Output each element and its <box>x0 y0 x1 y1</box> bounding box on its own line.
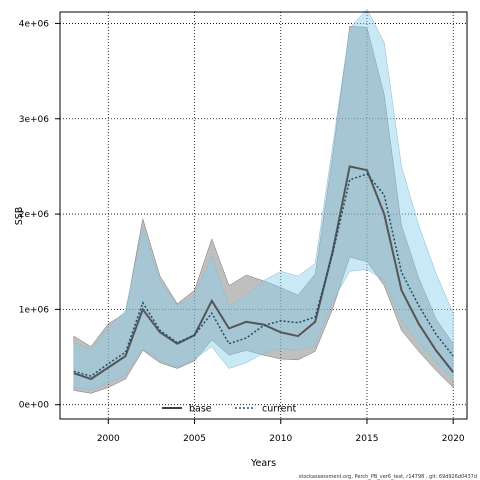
x-tick-label: 2000 <box>97 434 120 444</box>
x-axis-title: Years <box>250 458 276 469</box>
legend-label-base: base <box>189 404 212 415</box>
band-current <box>73 8 454 390</box>
y-axis: 0e+00 1e+06 2e+06 3e+06 4e+06 <box>19 19 60 411</box>
y-axis-title: SSB <box>14 207 25 226</box>
x-tick-label: 2010 <box>269 434 292 444</box>
series-line-base <box>73 165 454 381</box>
footer-credit: stockassessment.org, Perch_PB_ver6_test,… <box>299 474 477 480</box>
legend-label-current: current <box>262 404 297 415</box>
x-tick-label: 2005 <box>183 434 206 444</box>
y-tick-label: 1e+06 <box>19 305 50 315</box>
series-line-current <box>73 173 454 377</box>
x-axis: 2000 2005 2010 2015 2020 <box>97 419 465 444</box>
x-tick-label: 2020 <box>442 434 465 444</box>
y-tick-label: 3e+06 <box>19 115 50 125</box>
x-tick-label: 2015 <box>356 434 379 444</box>
legend: base current <box>162 404 297 415</box>
series-lines <box>73 165 454 381</box>
plot-frame <box>59 11 468 420</box>
y-tick-label: 4e+06 <box>19 19 50 29</box>
y-tick-label: 0e+00 <box>19 401 50 411</box>
y-tick-label: 2e+06 <box>19 210 50 220</box>
confidence-bands <box>73 8 454 394</box>
band-base <box>73 26 454 394</box>
